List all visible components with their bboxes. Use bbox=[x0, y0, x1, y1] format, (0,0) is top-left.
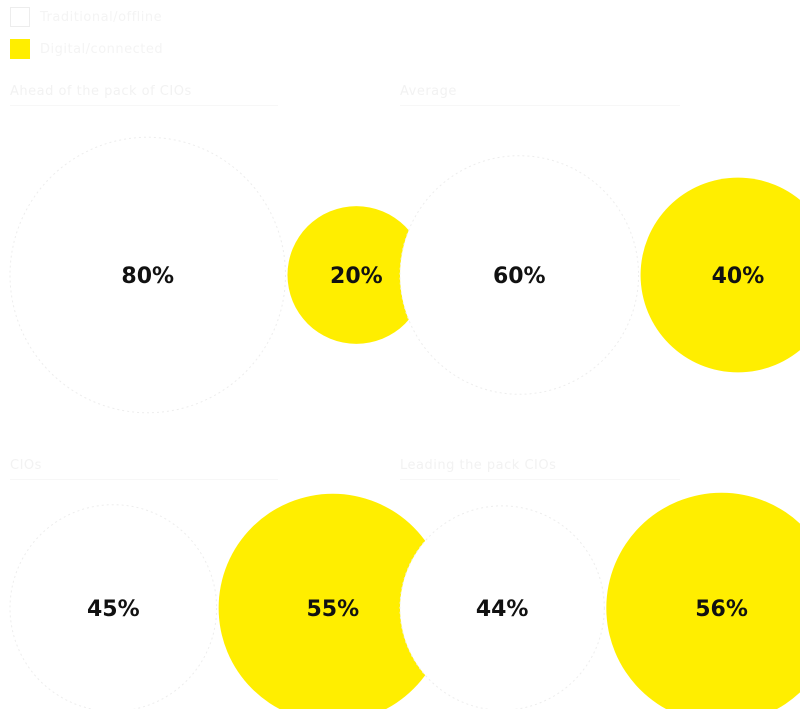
legend-swatch-traditional bbox=[10, 7, 30, 27]
bubble-average-digital bbox=[640, 177, 800, 373]
bubble-leading-digital bbox=[606, 492, 800, 709]
legend: Traditional/offline Digital/connected bbox=[10, 6, 163, 70]
bubble-cios-traditional bbox=[9, 504, 218, 709]
bubble-label-average-traditional: 60% bbox=[493, 264, 546, 289]
legend-swatch-digital bbox=[10, 39, 30, 59]
bubble-label-cios-digital: 55% bbox=[306, 597, 359, 622]
bubble-leading-traditional bbox=[399, 505, 605, 709]
panel-title-cios: CIOs bbox=[10, 458, 278, 480]
bubble-label-cios-traditional: 45% bbox=[87, 597, 140, 622]
legend-item-traditional: Traditional/offline bbox=[10, 6, 163, 28]
bubble-label-ahead-digital: 20% bbox=[330, 264, 383, 289]
panel-title-leading: Leading the pack CIOs bbox=[400, 458, 680, 480]
bubble-label-leading-traditional: 44% bbox=[476, 597, 529, 622]
bubble-ahead-traditional bbox=[9, 136, 286, 414]
panel-title-average: Average bbox=[400, 84, 680, 106]
bubble-average-traditional bbox=[399, 155, 640, 395]
legend-label-digital: Digital/connected bbox=[40, 41, 164, 57]
panel-title-ahead: Ahead of the pack of CIOs bbox=[10, 84, 278, 106]
bubble-label-average-digital: 40% bbox=[712, 264, 765, 289]
bubble-cios-digital bbox=[218, 493, 447, 709]
legend-item-digital: Digital/connected bbox=[10, 38, 163, 60]
legend-label-traditional: Traditional/offline bbox=[40, 9, 163, 25]
bubble-label-leading-digital: 56% bbox=[695, 597, 748, 622]
bubble-ahead-digital bbox=[287, 206, 426, 344]
bubble-label-ahead-traditional: 80% bbox=[121, 264, 174, 289]
